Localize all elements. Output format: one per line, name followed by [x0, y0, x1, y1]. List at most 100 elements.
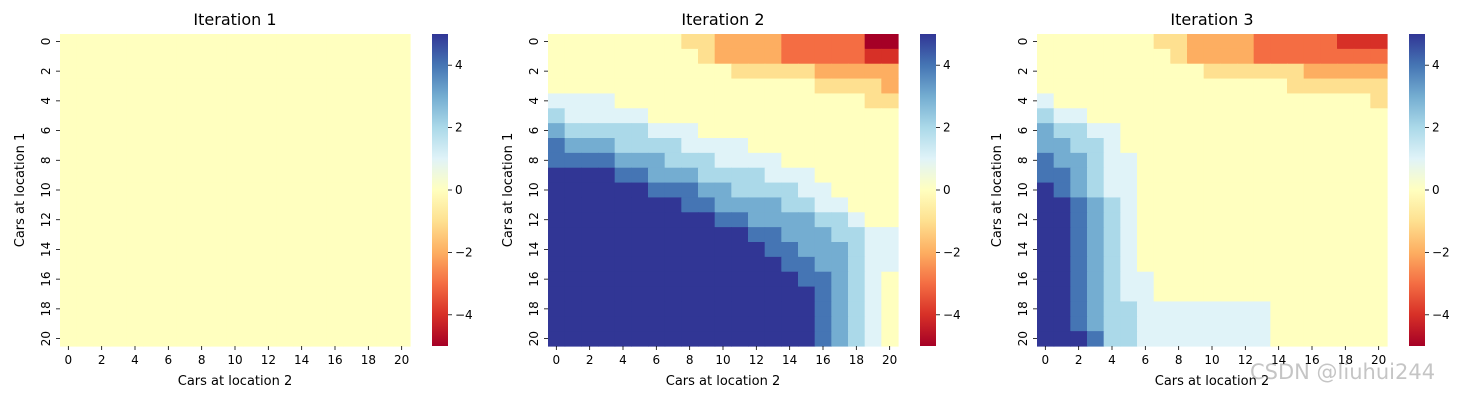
heatmap-cell [326, 227, 344, 243]
heatmap-cell [126, 227, 144, 243]
heatmap-cell [1287, 227, 1305, 243]
heatmap-cell [1103, 108, 1121, 124]
heatmap-cell [1203, 34, 1221, 50]
heatmap-cell [60, 286, 78, 303]
heatmap-cell [1237, 331, 1255, 347]
heatmap-cell [1270, 227, 1288, 243]
x-tick-label: 6 [653, 353, 661, 367]
colorbar-tick-label: 0 [455, 183, 463, 197]
heatmap-cell [1237, 301, 1255, 317]
heatmap-cell [1187, 271, 1205, 288]
heatmap-cell [260, 182, 278, 199]
heatmap-cell [1153, 197, 1171, 213]
heatmap-cell [814, 331, 832, 347]
heatmap-cell [176, 271, 194, 288]
heatmap-cell [731, 227, 749, 243]
heatmap-cell [1287, 197, 1305, 213]
heatmap-cell [848, 123, 866, 139]
heatmap-cell [60, 271, 78, 288]
heatmap-cell [1203, 331, 1221, 347]
heatmap-cell [110, 316, 128, 332]
heatmap-cell [848, 197, 866, 213]
heatmap-cell [614, 286, 632, 303]
heatmap-cell [548, 34, 566, 50]
heatmap-cell [1287, 78, 1305, 95]
heatmap-cell [614, 212, 632, 228]
heatmap-cell [648, 167, 666, 184]
heatmap-cell [226, 63, 244, 80]
heatmap-cell [376, 108, 394, 124]
heatmap-cell [110, 331, 128, 347]
heatmap-cell [76, 331, 94, 347]
heatmap-cell [226, 48, 244, 65]
heatmap-cell [393, 286, 411, 303]
heatmap-cell [1137, 48, 1155, 65]
heatmap-cell [1287, 271, 1305, 288]
heatmap-cell [1220, 93, 1238, 109]
heatmap-cell [1070, 152, 1088, 169]
heatmap-cell [614, 48, 632, 65]
heatmap-cell [1337, 138, 1355, 154]
heatmap-cell [1337, 78, 1355, 95]
heatmap-cell [664, 271, 682, 288]
heatmap-cell [260, 301, 278, 317]
heatmap-cell [681, 316, 699, 332]
heatmap-cell [143, 138, 161, 154]
heatmap-cell [548, 48, 566, 65]
heatmap-cell [360, 138, 378, 154]
heatmap-cell [276, 212, 294, 228]
heatmap-cell [731, 301, 749, 317]
heatmap-cell [648, 138, 666, 154]
heatmap-cell [210, 182, 228, 199]
heatmap-cell [343, 182, 361, 199]
heatmap-cell [1337, 331, 1355, 347]
heatmap-cell [1137, 34, 1155, 50]
heatmap-cell [1303, 182, 1321, 199]
heatmap-cell [798, 331, 816, 347]
heatmap-cell [764, 286, 782, 303]
heatmap-cell [1253, 167, 1271, 184]
heatmap-cell [581, 331, 599, 347]
heatmap-cell [226, 271, 244, 288]
x-tick-label: 8 [1175, 353, 1183, 367]
x-tick-label: 4 [1108, 353, 1116, 367]
heatmap-cell [360, 78, 378, 95]
colorbar-tick-label: 4 [943, 58, 951, 72]
heatmap-cell [176, 34, 194, 50]
heatmap-cell [310, 182, 328, 199]
heatmap-cell [143, 34, 161, 50]
heatmap-cell [814, 48, 832, 65]
heatmap-cell [260, 256, 278, 273]
heatmap-cell [276, 63, 294, 80]
heatmap-cell [798, 78, 816, 95]
heatmap-cell [1137, 182, 1155, 199]
heatmap-cell [226, 256, 244, 273]
heatmap-cell [93, 316, 111, 332]
heatmap-cell [1237, 48, 1255, 65]
heatmap-cell [548, 271, 566, 288]
heatmap-cell [781, 48, 799, 65]
heatmap-cell [376, 227, 394, 243]
heatmap-cell [1153, 331, 1171, 347]
heatmap-cell [1353, 271, 1371, 288]
heatmap-cell [343, 256, 361, 273]
heatmap-cell [881, 301, 899, 317]
x-tick-label: 18 [849, 353, 864, 367]
heatmap-cell [581, 301, 599, 317]
heatmap-cell [160, 331, 178, 347]
y-tick-label: 20 [527, 331, 541, 346]
heatmap-cell [1320, 316, 1338, 332]
heatmap-cell [798, 227, 816, 243]
heatmap-cell [376, 48, 394, 65]
heatmap-cell [1037, 48, 1055, 65]
heatmap-cell [93, 271, 111, 288]
heatmap-cell [548, 78, 566, 95]
heatmap-cell [1120, 138, 1138, 154]
heatmap-cell [143, 242, 161, 258]
heatmap-cell [631, 256, 649, 273]
heatmap-cell [581, 286, 599, 303]
heatmap-cell [548, 212, 566, 228]
heatmap-cell [293, 271, 311, 288]
heatmap-cell [310, 34, 328, 50]
heatmap-cell [1120, 93, 1138, 109]
